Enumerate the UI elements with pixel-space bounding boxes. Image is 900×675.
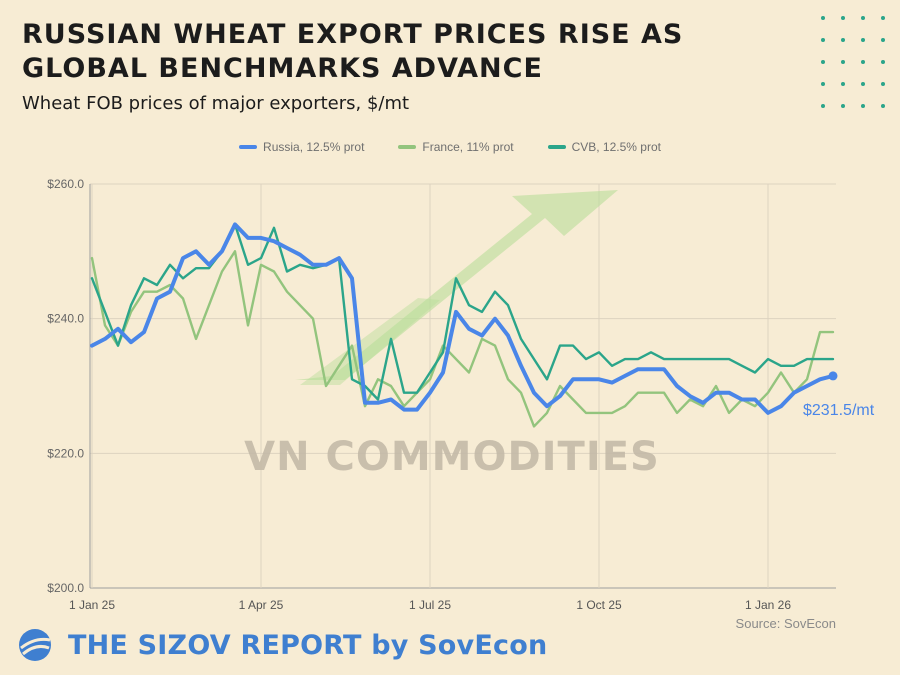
arrow-main-shape [295, 190, 618, 380]
legend-swatch-france [398, 145, 417, 149]
series-line-russia [90, 222, 835, 415]
x-tick-label: 1 Jan 25 [69, 598, 115, 612]
chart-grid [89, 183, 836, 589]
watermark-text: VN COMMODITIES [244, 434, 660, 480]
y-tick-label: $260.0 [47, 177, 84, 191]
chart-subtitle: Wheat FOB prices of major exporters, $/m… [22, 93, 410, 114]
legend-item-cvb: CVB, 12.5% prot [547, 140, 661, 154]
chart-series [90, 222, 835, 428]
footer-brand-text: THE SIZOV REPORT by SovEcon [68, 629, 548, 661]
x-tick-label: 1 Oct 25 [576, 598, 622, 612]
legend-swatch-cvb [547, 145, 566, 149]
legend-swatch-russia [239, 145, 258, 149]
russia-end-point [828, 371, 838, 381]
y-tick-label: $220.0 [47, 446, 84, 460]
up-arrow-icon [295, 190, 618, 385]
decorative-dot-grid-icon [821, 16, 885, 108]
legend-label-france: France, 11% prot [422, 140, 514, 154]
x-tick-label: 1 Apr 25 [239, 598, 284, 612]
chart-title: RUSSIAN WHEAT EXPORT PRICES RISE AS GLOB… [22, 19, 684, 84]
arrow-accent-shape [300, 298, 440, 385]
y-tick-label: $240.0 [47, 312, 84, 326]
y-axis-labels: $200.0 $220.0 $240.0 $260.0 [47, 177, 84, 595]
x-axis-labels: 1 Jan 25 1 Apr 25 1 Jul 25 1 Oct 25 1 Jan 26 [69, 598, 791, 612]
y-tick-label: $200.0 [47, 581, 84, 595]
legend-item-russia: Russia, 12.5% prot [239, 140, 364, 154]
series-line-cvb [90, 223, 835, 401]
annotation-label: $231.5/mt [803, 402, 875, 419]
legend-label-cvb: CVB, 12.5% prot [571, 140, 661, 154]
x-tick-label: 1 Jul 25 [409, 598, 451, 612]
globe-logo-icon [19, 629, 51, 661]
legend-item-france: France, 11% prot [398, 140, 514, 154]
source-note: Source: SovEcon [735, 616, 836, 631]
chart-legend: Russia, 12.5% prot France, 11% prot CVB,… [0, 140, 900, 154]
footer-brand: THE SIZOV REPORT by SovEcon [14, 627, 547, 663]
x-tick-label: 1 Jan 26 [745, 598, 791, 612]
legend-label-russia: Russia, 12.5% prot [263, 140, 365, 154]
